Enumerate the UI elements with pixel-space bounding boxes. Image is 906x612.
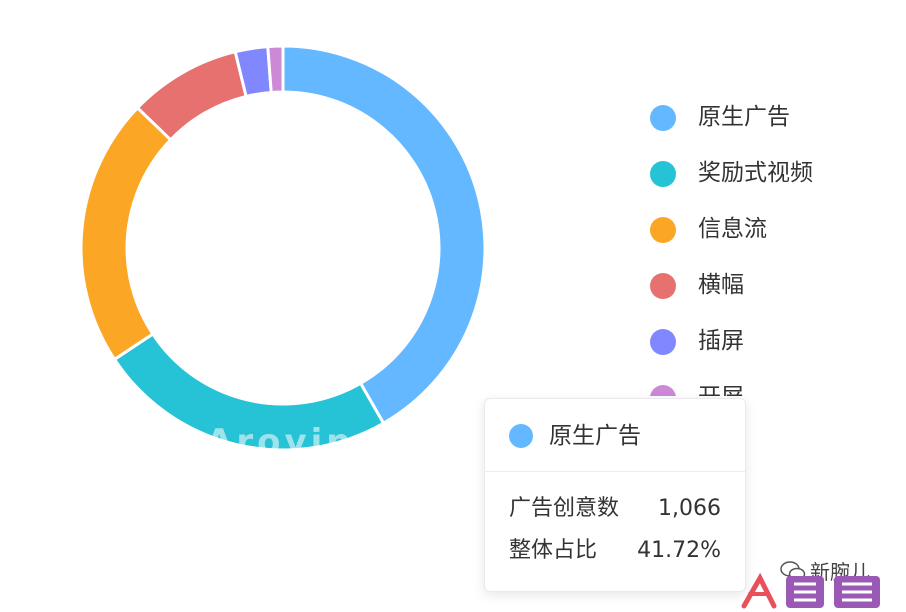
- legend-item-rewarded-video[interactable]: 奖励式视频: [650, 152, 890, 208]
- tooltip-row-label: 广告创意数: [509, 496, 620, 521]
- chart-watermark-text: Arovin: [206, 422, 355, 462]
- chart-legend: 原生广告 奖励式视频 信息流 横幅 插屏 开屏: [650, 96, 890, 396]
- legend-label: 奖励式视频: [698, 160, 813, 186]
- slice-splash[interactable]: [266, 44, 285, 95]
- legend-label: 插屏: [698, 328, 744, 354]
- slice-native-ads[interactable]: [281, 44, 487, 426]
- tooltip-series-dot-icon: [509, 424, 533, 448]
- legend-item-feed[interactable]: 信息流: [650, 208, 890, 264]
- legend-item-splash[interactable]: 开屏: [650, 376, 890, 396]
- legend-label: 原生广告: [698, 104, 790, 130]
- legend-dot-icon: [650, 105, 676, 131]
- legend-dot-icon: [650, 329, 676, 355]
- legend-item-interstitial[interactable]: 插屏: [650, 320, 890, 376]
- legend-label: 开屏: [698, 382, 744, 396]
- legend-dot-icon: [650, 273, 676, 299]
- legend-dot-icon: [650, 217, 676, 243]
- legend-label: 信息流: [698, 216, 767, 242]
- legend-item-native-ads[interactable]: 原生广告: [650, 96, 890, 152]
- brand-logo: [741, 572, 880, 609]
- tooltip-row-share: 整体占比 41.72%: [509, 535, 721, 567]
- tooltip-row-label: 整体占比: [509, 538, 598, 563]
- chart-tooltip: 原生广告 广告创意数 1,066 整体占比 41.72%: [484, 398, 746, 592]
- tooltip-row-value: 41.72%: [637, 538, 721, 563]
- tooltip-header: 原生广告: [485, 399, 745, 472]
- legend-dot-icon: [650, 385, 676, 396]
- legend-label: 横幅: [698, 272, 744, 298]
- tooltip-row-creative-count: 广告创意数 1,066: [509, 493, 721, 525]
- tooltip-title: 原生广告: [549, 423, 641, 449]
- slice-feed[interactable]: [79, 105, 173, 362]
- legend-item-banner[interactable]: 横幅: [650, 264, 890, 320]
- legend-dot-icon: [650, 161, 676, 187]
- tooltip-row-value: 1,066: [658, 496, 721, 521]
